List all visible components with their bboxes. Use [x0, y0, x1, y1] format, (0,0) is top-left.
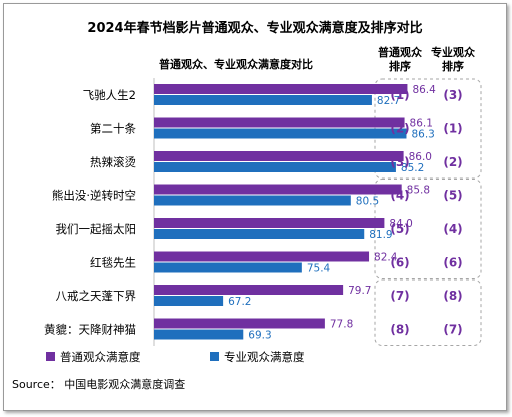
- category-label: 热辣滚烫: [90, 155, 136, 169]
- value-label-general: 86.0: [409, 151, 432, 163]
- category-label: 黄貔：天降财神猫: [44, 323, 136, 337]
- rank-group-box: [374, 279, 482, 346]
- rank-header-professional-line2: 排序: [442, 59, 464, 73]
- legend-label-general: 普通观众满意度: [60, 350, 141, 364]
- bar-professional: [154, 229, 365, 239]
- rank-professional: (5): [443, 189, 462, 203]
- source-note: Source： 中国电影观众满意度调查: [12, 377, 185, 391]
- value-label-general: 86.1: [410, 118, 433, 130]
- rank-professional: (6): [443, 256, 462, 270]
- category-label: 我们一起摇太阳: [56, 222, 137, 236]
- rank-professional: (1): [443, 122, 462, 136]
- bar-general: [154, 285, 344, 295]
- legend-label-professional: 专业观众满意度: [224, 350, 305, 364]
- rank-professional: (7): [443, 323, 462, 337]
- legend: 普通观众满意度 专业观众满意度: [46, 350, 305, 364]
- value-label-professional: 80.5: [356, 196, 379, 208]
- chart-frame: 2024年春节档影片普通观众、专业观众满意度及排序对比 普通观众、专业观众满意度…: [3, 3, 507, 411]
- category-label: 第二十条: [90, 122, 136, 136]
- bar-general: [154, 117, 405, 128]
- value-label-professional: 82.7: [377, 95, 400, 107]
- rank-professional: (8): [443, 289, 462, 303]
- bar-general: [154, 151, 404, 161]
- value-label-general: 77.8: [330, 319, 353, 331]
- rank-header-general-line2: 排序: [389, 59, 411, 73]
- value-label-general: 84.0: [389, 218, 412, 230]
- bar-professional: [154, 162, 396, 172]
- chart-svg: 2024年春节档影片普通观众、专业观众满意度及排序对比 普通观众、专业观众满意度…: [12, 20, 482, 391]
- rank-professional: (2): [443, 155, 462, 169]
- chart-subtitle: 普通观众、专业观众满意度对比: [159, 57, 313, 71]
- value-label-professional: 81.9: [369, 229, 392, 241]
- rank-group-box: [374, 179, 482, 279]
- value-label-general: 79.7: [348, 285, 371, 297]
- value-label-general: 82.4: [374, 252, 398, 264]
- chart-marks: 飞驰人生2 86.482.7(1) (3)第二十条 86.186.3(2) (1)热辣滚…: [44, 84, 463, 342]
- rank-general: (8): [390, 323, 409, 337]
- value-label-professional: 86.3: [411, 129, 434, 141]
- value-label-professional: 67.2: [228, 296, 251, 308]
- rank-professional: (3): [443, 88, 462, 102]
- bar-general: [154, 318, 325, 329]
- bar-professional: [154, 195, 351, 206]
- rank-general: (4): [390, 189, 409, 203]
- category-label: 红毯先生: [90, 256, 136, 270]
- rank-header-general: 普通观众 排序: [378, 45, 423, 73]
- bar-general: [154, 84, 408, 94]
- value-label-general: 85.8: [407, 185, 430, 197]
- bar-general: [154, 184, 402, 195]
- bar-general: [154, 218, 385, 228]
- rank-professional: (4): [443, 222, 462, 236]
- value-label-professional: 85.2: [401, 162, 424, 174]
- bar-professional: [154, 329, 244, 340]
- bar-professional: [154, 296, 224, 306]
- category-label: 飞驰人生2: [83, 88, 136, 102]
- bar-professional: [154, 128, 407, 139]
- rank-general: (6): [390, 256, 409, 270]
- rank-general: (7): [390, 289, 409, 303]
- bar-general: [154, 251, 370, 262]
- value-label-general: 86.4: [412, 84, 436, 96]
- category-label: 熊出没·逆转时空: [52, 189, 136, 203]
- legend-swatch-professional: [210, 352, 219, 361]
- rank-header-professional: 专业观众 排序: [431, 45, 476, 73]
- bar-professional: [154, 95, 372, 105]
- rank-general: (2): [390, 122, 409, 136]
- rank-header-general-line1: 普通观众: [378, 45, 423, 59]
- value-label-professional: 69.3: [248, 330, 271, 342]
- value-label-professional: 75.4: [307, 263, 331, 275]
- category-label: 八戒之天蓬下界: [56, 289, 137, 303]
- rank-general: (1): [390, 88, 409, 102]
- rank-header-professional-line1: 专业观众: [431, 45, 476, 59]
- legend-swatch-general: [46, 352, 55, 361]
- rank-general: (3): [390, 155, 409, 169]
- rank-general: (5): [390, 222, 409, 236]
- bar-professional: [154, 262, 302, 273]
- chart-title: 2024年春节档影片普通观众、专业观众满意度及排序对比: [87, 20, 422, 36]
